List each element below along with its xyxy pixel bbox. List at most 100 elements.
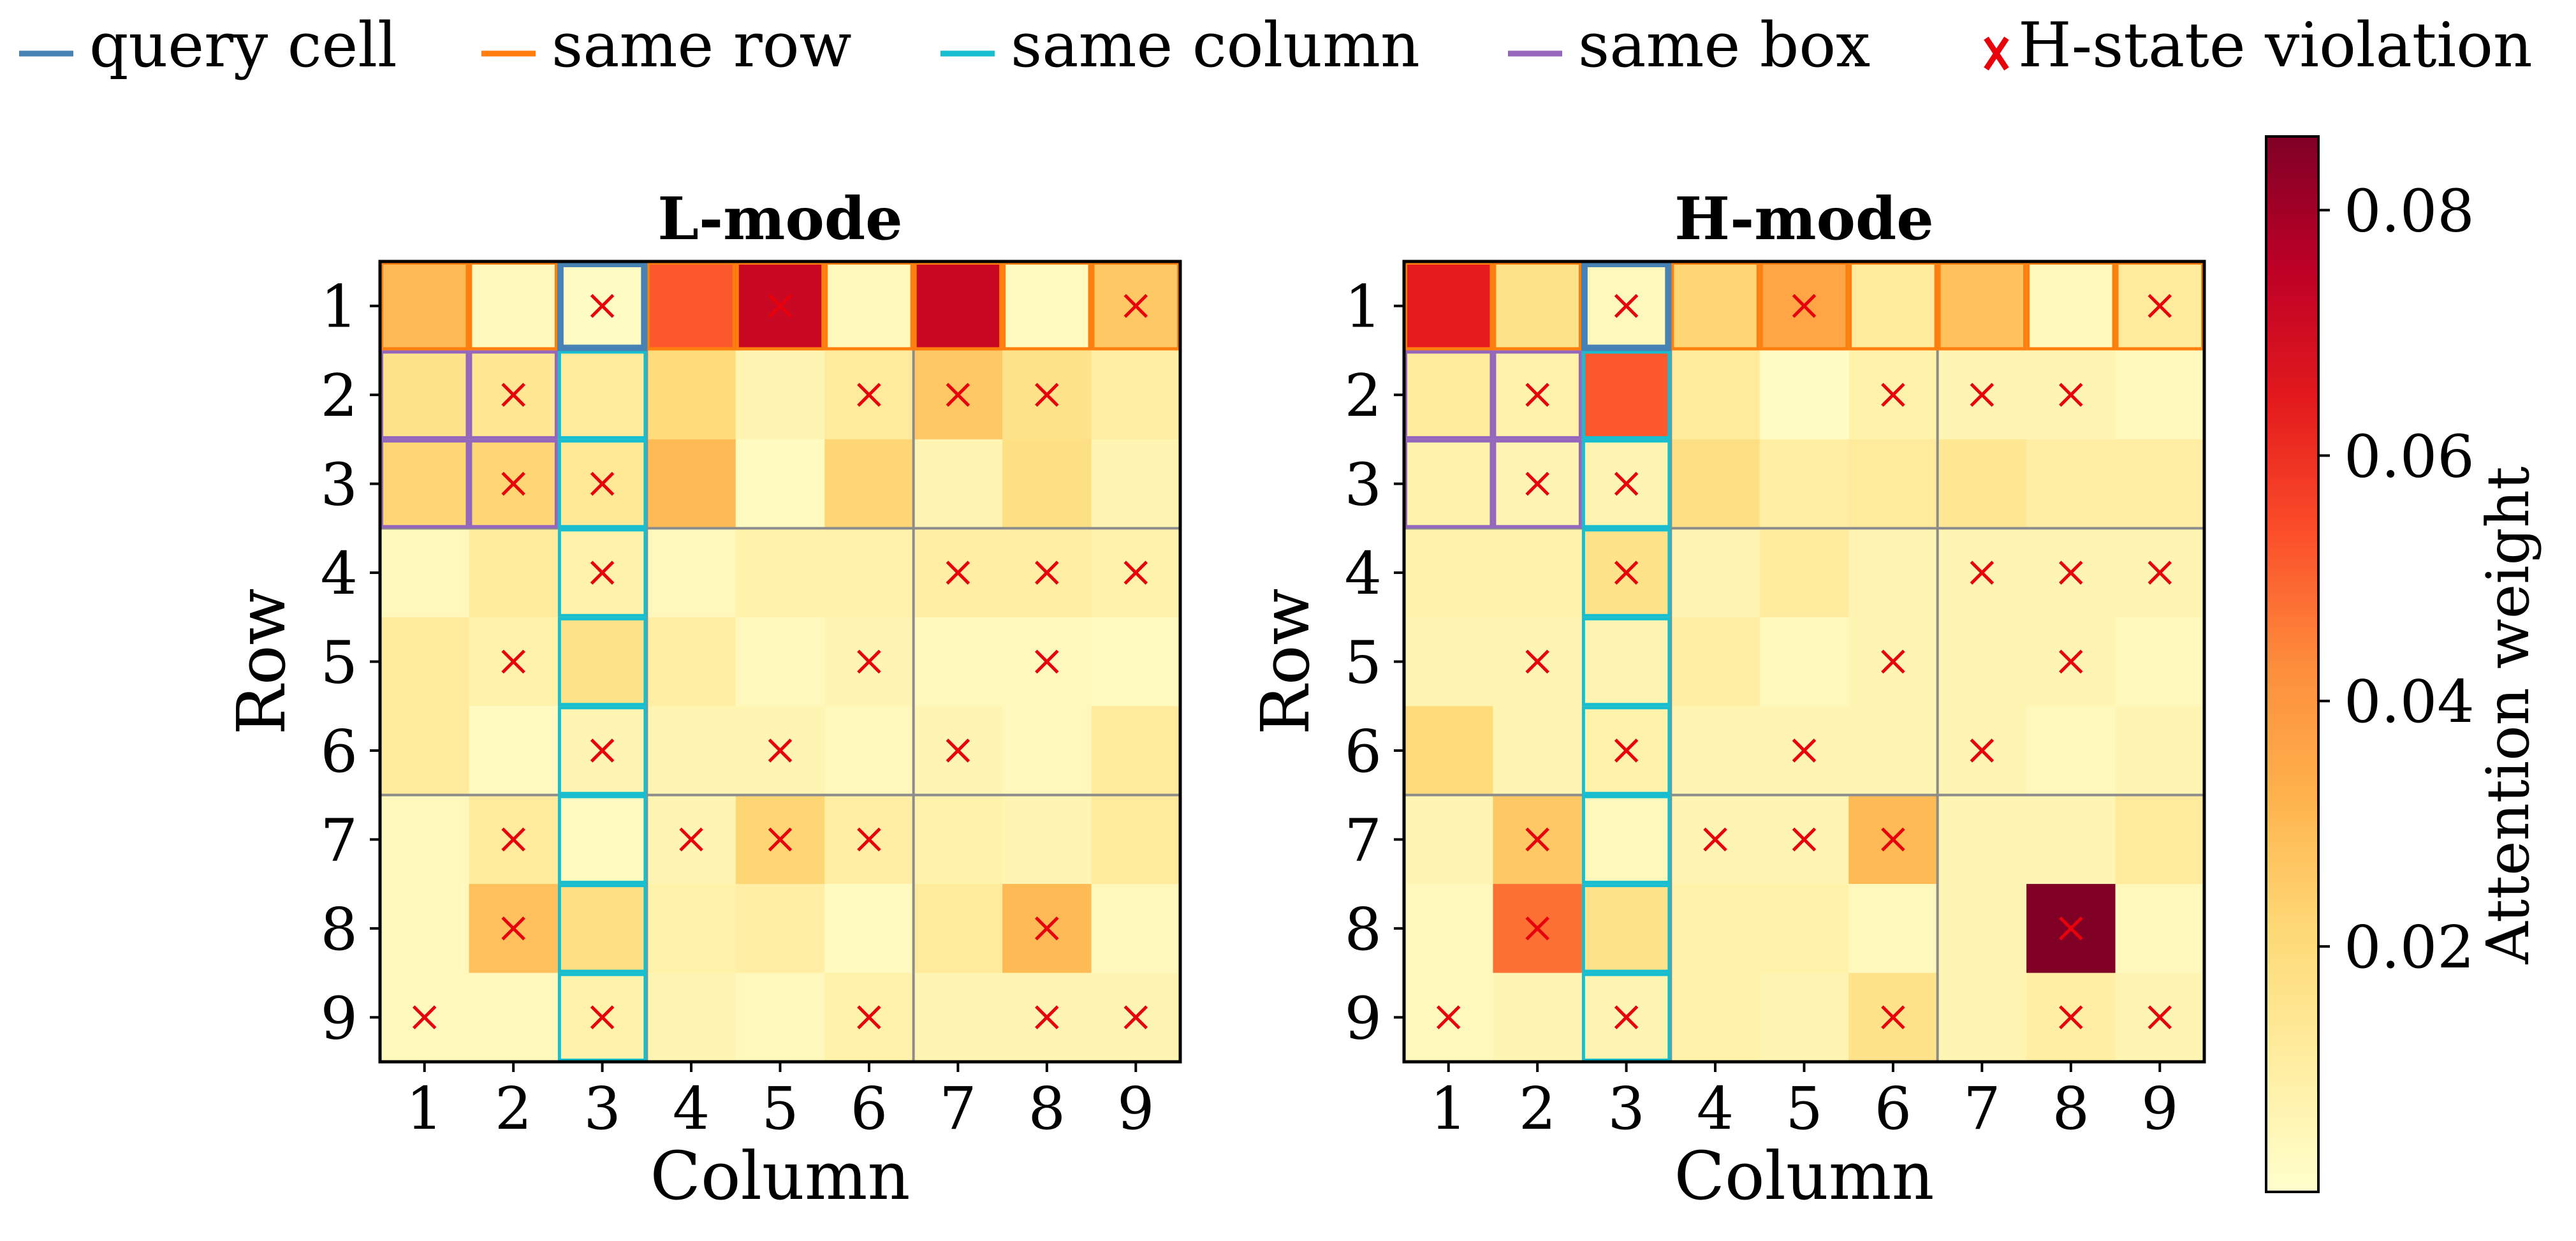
y-axis-label: Row	[223, 589, 300, 735]
cell-r2-c3	[557, 350, 647, 440]
violation-r3-c2	[1525, 471, 1549, 496]
same-column-outline	[1581, 439, 1671, 529]
heatmap-cells	[1404, 261, 2205, 1062]
violation-r4-c9	[2148, 561, 2172, 585]
cell-r3-c1	[380, 439, 470, 529]
cell-r8-c9	[1091, 884, 1181, 974]
cell-r2-c1	[380, 350, 470, 440]
violation-r9-c3	[590, 1005, 615, 1030]
cell-r5-c9	[1091, 617, 1181, 707]
same-column-outline	[557, 795, 647, 885]
cell-r1-c4	[1671, 261, 1760, 351]
y-tick-label: 8	[320, 895, 358, 964]
cell-r6-c8	[2026, 706, 2116, 796]
cell-r6-c4	[647, 706, 736, 796]
cell-r4-c6	[824, 528, 914, 618]
cell-r6-c6	[1848, 706, 1938, 796]
y-tick-label: 5	[1344, 629, 1382, 697]
cell-r9-c7	[1937, 973, 2027, 1062]
cell-r7-c1	[380, 795, 470, 885]
cell-r8-c1	[1404, 884, 1494, 974]
cell-r5-c9	[2115, 617, 2205, 707]
violation-r2-c8	[1035, 383, 1059, 407]
cell-r6-c8	[1002, 706, 1092, 796]
y-tick-label: 7	[1344, 806, 1382, 874]
violation-r1-c3	[1614, 293, 1639, 318]
violation-r6-c3	[1614, 738, 1639, 763]
cell-r9-c5	[735, 973, 825, 1062]
violation-r1-c3	[590, 293, 615, 318]
cell-r9-c7	[913, 973, 1003, 1062]
y-tick-label: 8	[1344, 895, 1382, 964]
colorbar-frame	[2265, 135, 2320, 1193]
x-tick-label: 5	[761, 1075, 799, 1143]
cell-r1-c8	[2026, 261, 2116, 351]
y-tick-label: 3	[320, 451, 358, 519]
cell-r2-c3	[1581, 350, 1671, 440]
cell-r1-c6	[824, 261, 914, 351]
cell-r3-c8	[1002, 439, 1092, 529]
violation-r6-c7	[1970, 738, 1994, 763]
same-column-outline	[557, 706, 647, 795]
x-tick-label: 9	[2141, 1075, 2179, 1143]
cell-r8-c7	[913, 884, 1003, 974]
x-tick-label: 7	[939, 1075, 977, 1143]
violation-r4-c3	[590, 561, 615, 585]
cell-r1-c6	[1848, 261, 1938, 351]
y-tick-label: 9	[320, 984, 358, 1052]
cell-r3-c7	[913, 439, 1003, 529]
violation-r8-c8	[1035, 916, 1059, 941]
violation-markers	[1436, 293, 2172, 1030]
violation-r1-c9	[1123, 293, 1148, 318]
cell-r6-c9	[2115, 706, 2205, 796]
y-tick-label: 1	[1344, 273, 1382, 341]
violation-r1-c5	[768, 293, 793, 318]
cell-r5-c7	[913, 617, 1003, 707]
same-box-outline	[469, 439, 558, 529]
cell-r9-c4	[1671, 973, 1760, 1062]
panel-title: H-mode	[1674, 184, 1934, 253]
relation-outlines	[1404, 261, 2205, 1062]
legend: query cell same row same column same box H-s…	[19, 10, 2533, 81]
cell-r3-c9	[2115, 439, 2205, 529]
violation-r9-c8	[2059, 1005, 2083, 1030]
colorbar-tick-label: 0.06	[2344, 422, 2475, 490]
cell-r5-c3	[557, 617, 647, 707]
query-cell-outline	[557, 261, 648, 351]
violation-r4-c3	[1614, 561, 1639, 585]
legend-label: same column	[1011, 10, 1420, 81]
x-tick-label: 1	[1430, 1075, 1467, 1143]
legend-item-same-column: same column	[940, 10, 1420, 81]
violation-r7-c2	[501, 827, 525, 852]
violation-r1-c5	[1792, 293, 1817, 318]
x-tick-label: 1	[406, 1075, 443, 1143]
cell-r4-c2	[469, 528, 559, 618]
cell-r6-c1	[1404, 706, 1494, 796]
legend-item-same-box: same box	[1508, 10, 1870, 81]
violation-r2-c2	[501, 383, 525, 407]
cell-r7-c7	[1937, 795, 2027, 885]
x-tick-label: 5	[1785, 1075, 1823, 1143]
violation-r5-c2	[501, 649, 525, 674]
y-tick-label: 5	[320, 629, 358, 697]
cell-r9-c2	[1493, 973, 1583, 1062]
violation-r9-c3	[1614, 1005, 1639, 1030]
y-tick-label: 6	[320, 717, 358, 786]
cell-r4-c2	[1493, 528, 1583, 618]
violation-r6-c5	[1792, 738, 1817, 763]
cell-r7-c9	[1091, 795, 1181, 885]
violation-r9-c9	[2148, 1005, 2172, 1030]
violation-r6-c7	[946, 738, 970, 763]
cell-r7-c1	[1404, 795, 1494, 885]
x-tick-label: 4	[673, 1075, 710, 1143]
violation-r7-c6	[1881, 827, 1905, 852]
cell-r4-c4	[647, 528, 736, 618]
same-column-outline	[1581, 528, 1671, 617]
same-column-outline	[1581, 350, 1671, 439]
cell-r2-c1	[1404, 350, 1494, 440]
cell-r9-c5	[1759, 973, 1849, 1062]
cell-r7-c9	[2115, 795, 2205, 885]
cell-r6-c9	[1091, 706, 1181, 796]
